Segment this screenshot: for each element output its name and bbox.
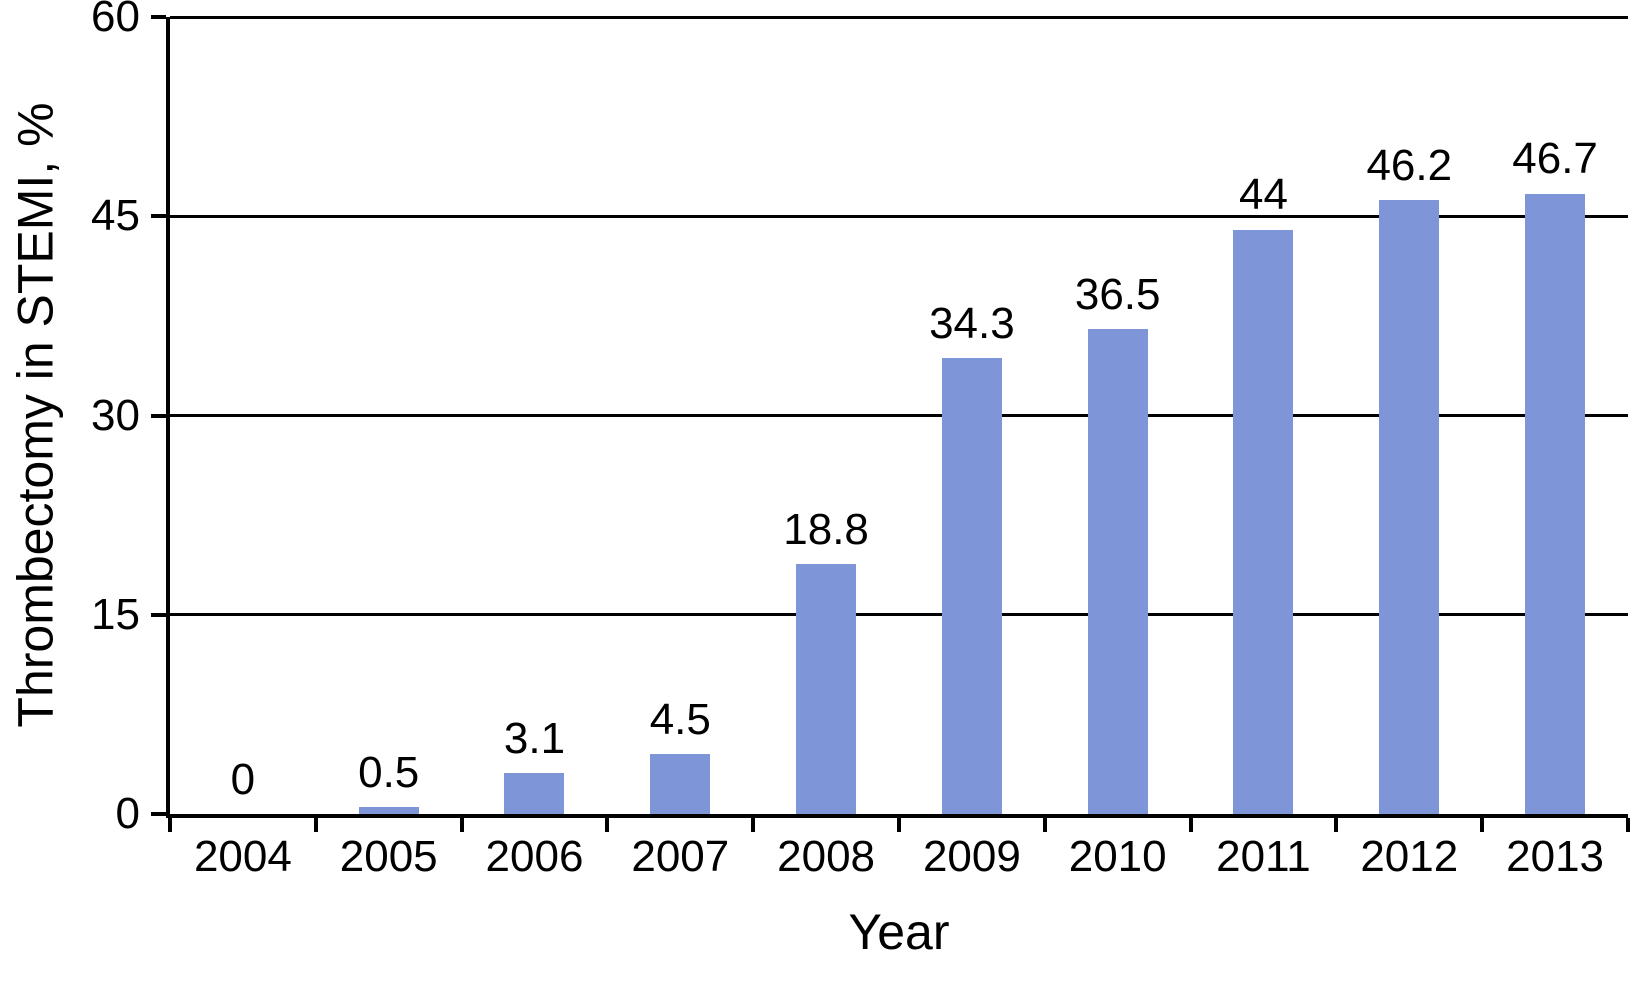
y-axis-tick-60: [151, 15, 166, 19]
bar-2010: [1087, 329, 1148, 814]
y-axis-tick-30: [151, 413, 166, 418]
x-axis-tick: [1334, 818, 1339, 832]
x-axis-tick-label: 2010: [1068, 832, 1167, 881]
x-axis-tick: [751, 818, 756, 832]
bar-value-label: 36.5: [1074, 269, 1161, 319]
x-axis-tick: [897, 818, 901, 832]
x-axis-tick-label: 2009: [922, 832, 1021, 881]
x-axis-tick-label: 2004: [193, 832, 292, 881]
x-axis-tick: [1188, 818, 1193, 832]
bar-2013: [1525, 193, 1586, 814]
x-axis-tick-label: 2006: [485, 832, 584, 881]
x-axis-tick-label: 2005: [339, 832, 438, 881]
x-axis-tick-label: 2011: [1216, 832, 1311, 881]
gridline-45: [170, 214, 1628, 218]
bar-2011: [1233, 229, 1294, 814]
x-axis-tick: [168, 818, 172, 832]
bar-cell-2010: 36.5: [1045, 17, 1191, 814]
bar-cell-2004: 0: [170, 17, 316, 814]
gridline-60: [170, 15, 1628, 19]
y-axis-tick-0: [151, 812, 166, 816]
x-axis-tick-label: 2008: [777, 832, 876, 881]
bar-cell-2005: 0.5: [316, 17, 462, 814]
bar-value-label: 44: [1239, 170, 1288, 220]
y-axis-tick-45: [151, 214, 166, 219]
bar-2007: [650, 754, 711, 814]
bar-2009: [941, 358, 1002, 814]
y-axis-title: Thrombectomy in STEMI, %: [7, 102, 64, 728]
bars-row: 0 0.5 3.1 4.5 18.8 34.3 36.5 44 46.2 46.7: [170, 17, 1628, 814]
bar-2005: [358, 807, 419, 814]
x-axis-tick-label: 2013: [1506, 832, 1605, 881]
bar-value-label: 0: [230, 754, 256, 804]
bar-value-label: 3.1: [503, 713, 566, 763]
y-axis-tick-label: 15: [91, 589, 140, 639]
bar-cell-2013: 46.7: [1482, 17, 1628, 814]
bar-2006: [504, 772, 565, 814]
x-axis-tick-label: 2007: [631, 832, 730, 881]
y-axis-tick-label: 45: [91, 191, 140, 241]
y-axis-tick-15: [151, 612, 166, 617]
x-axis-tick: [1042, 818, 1047, 832]
y-axis-tick-label: 0: [115, 789, 140, 838]
bar-value-label: 18.8: [783, 505, 869, 555]
bar-value-label: 4.5: [649, 695, 711, 745]
bar-value-label: 46.7: [1512, 134, 1598, 184]
x-axis-tick: [313, 818, 318, 832]
bar-2012: [1379, 200, 1440, 814]
x-axis-title: Year: [848, 904, 950, 960]
gridline-30: [170, 414, 1628, 417]
y-axis-tick-label: 60: [91, 0, 140, 41]
x-axis-tick-labels: 2004 2005 2006 2007 2008 2009 2010 2011 2012 2013: [170, 832, 1628, 881]
bar-cell-2008: 18.8: [753, 17, 899, 814]
x-axis-tick: [1626, 818, 1630, 832]
bar-cell-2009: 34.3: [899, 17, 1045, 814]
bar-value-label: 46.2: [1366, 141, 1453, 191]
bar-cell-2011: 44: [1191, 17, 1337, 814]
bar-2008: [796, 564, 857, 814]
x-axis-tick: [1480, 818, 1485, 832]
x-axis-tick: [459, 818, 464, 832]
gridline-15: [170, 613, 1628, 617]
bar-value-label: 0.5: [358, 748, 420, 798]
y-axis-tick-label: 30: [91, 390, 140, 440]
x-axis-tick: [605, 818, 610, 832]
bar-cell-2007: 4.5: [607, 17, 753, 814]
bar-cell-2012: 46.2: [1336, 17, 1482, 814]
bar-value-label: 34.3: [929, 299, 1015, 349]
x-axis-tick-label: 2012: [1360, 832, 1459, 881]
bar-cell-2006: 3.1: [462, 17, 608, 814]
plot-area: 0 15 30 45 60 0 0.5 3.1 4.5 18.8 34.3 36.5 44 46.2 46.…: [91, 0, 1630, 836]
